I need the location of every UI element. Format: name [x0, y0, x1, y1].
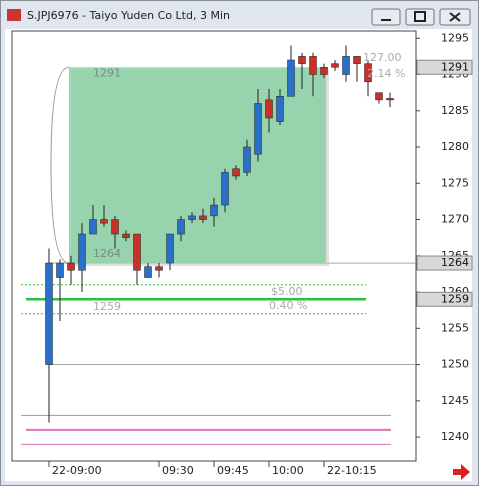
y-tick-label: 1280 — [441, 140, 469, 153]
price-tag — [416, 255, 473, 271]
y-tick-label: 1275 — [441, 176, 469, 189]
y-tick-label: 1255 — [441, 321, 469, 334]
x-tick-label: 09:30 — [162, 464, 194, 477]
annotation: 0.40 % — [269, 299, 307, 312]
price-tag — [416, 291, 473, 307]
candle-body — [133, 233, 141, 271]
minimize-button[interactable] — [371, 8, 401, 26]
candle-body — [89, 219, 97, 235]
price-tag-label: 1259 — [441, 292, 469, 305]
candle-body — [276, 96, 284, 122]
candle-body — [342, 56, 350, 75]
candle-body — [320, 67, 328, 75]
zone-bottom-label: 1264 — [93, 247, 121, 260]
x-tick-label: 10:00 — [272, 464, 304, 477]
maximize-icon — [414, 11, 426, 22]
candle-body — [45, 262, 53, 365]
candle-body — [309, 56, 317, 75]
app-icon — [7, 9, 21, 21]
y-tick-label: 1295 — [441, 31, 469, 44]
candle-body — [210, 204, 218, 217]
candle-body — [177, 219, 185, 235]
scroll-arrow[interactable] — [453, 464, 470, 480]
y-tick-label: 1240 — [441, 430, 469, 443]
price-tag-label: 1264 — [441, 256, 469, 269]
candle-body — [221, 172, 229, 206]
candle-body — [199, 215, 207, 220]
candle-body — [166, 233, 174, 264]
annotation: $5.00 — [271, 285, 303, 298]
price-tag-label: 1291 — [441, 60, 469, 73]
y-tick-label: 1245 — [441, 394, 469, 407]
candle-body — [100, 219, 108, 224]
maximize-button[interactable] — [405, 8, 435, 26]
candle-body — [298, 56, 306, 64]
candle-body — [122, 233, 130, 238]
y-tick-label: 1285 — [441, 104, 469, 117]
candle-body — [386, 98, 394, 101]
candle-body — [331, 63, 339, 68]
candle-body — [144, 266, 152, 278]
candle-body — [155, 266, 163, 271]
x-tick-label: 22-10:15 — [327, 464, 377, 477]
candle-body — [111, 219, 119, 235]
annotation: 127.00 — [363, 51, 402, 64]
zone — [69, 67, 326, 264]
annotation: 2.14 % — [367, 67, 405, 80]
annotation: 1259 — [93, 300, 121, 313]
candle-body — [188, 215, 196, 220]
x-tick-label: 22-09:00 — [52, 464, 102, 477]
y-tick-label: 1270 — [441, 213, 469, 226]
price-tag — [416, 59, 473, 75]
candle-body — [353, 56, 361, 64]
y-tick-label: 1250 — [441, 358, 469, 371]
candle-body — [287, 59, 295, 97]
zone-outline — [50, 66, 70, 264]
candle-body — [375, 92, 383, 101]
candle-body — [56, 262, 64, 278]
window-title: S.JPJ6976 - Taiyo Yuden Co Ltd, 3 Min — [27, 9, 230, 22]
candle-body — [364, 63, 372, 83]
candle-body — [254, 103, 262, 155]
candle-body — [78, 233, 86, 271]
candle-body — [67, 262, 75, 271]
x-tick-label: 09:45 — [217, 464, 249, 477]
candle-body — [265, 99, 273, 119]
close-icon — [449, 12, 461, 22]
candle-body — [232, 168, 240, 177]
candle-body — [243, 146, 251, 173]
zone-top-label: 1291 — [93, 66, 121, 79]
